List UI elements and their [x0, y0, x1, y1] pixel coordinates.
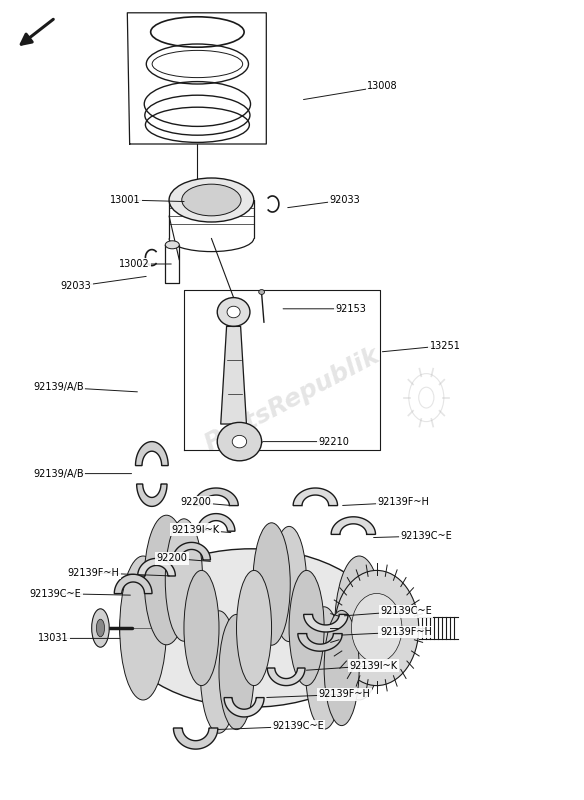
Circle shape [335, 570, 419, 686]
PathPatch shape [267, 668, 305, 686]
Polygon shape [221, 326, 246, 424]
Text: 92139C~E: 92139C~E [380, 606, 432, 616]
Text: 13251: 13251 [430, 341, 460, 350]
Ellipse shape [217, 298, 250, 326]
Ellipse shape [92, 609, 109, 647]
Ellipse shape [217, 422, 262, 461]
Text: 13008: 13008 [367, 82, 398, 91]
Text: 13002: 13002 [119, 259, 150, 269]
PathPatch shape [293, 488, 338, 506]
Ellipse shape [253, 523, 290, 645]
Text: 92139/A/B: 92139/A/B [33, 382, 84, 392]
PathPatch shape [137, 484, 167, 506]
Text: 92139/A/B: 92139/A/B [33, 469, 84, 478]
PathPatch shape [331, 517, 376, 534]
Circle shape [352, 594, 402, 662]
PathPatch shape [173, 542, 210, 560]
Ellipse shape [227, 306, 240, 318]
PathPatch shape [197, 514, 235, 531]
Ellipse shape [182, 184, 241, 216]
Ellipse shape [305, 607, 343, 730]
Ellipse shape [120, 556, 166, 700]
Text: 92033: 92033 [61, 282, 91, 291]
Ellipse shape [232, 435, 246, 448]
Text: 92200: 92200 [180, 498, 211, 507]
Ellipse shape [259, 290, 265, 294]
Ellipse shape [169, 178, 253, 222]
Ellipse shape [324, 610, 359, 726]
Text: 92210: 92210 [319, 437, 349, 446]
Text: 92033: 92033 [329, 195, 360, 205]
PathPatch shape [224, 698, 264, 717]
Ellipse shape [165, 241, 179, 249]
Text: 92139C~E: 92139C~E [401, 531, 452, 541]
Text: PartsRepublik: PartsRepublik [200, 343, 384, 457]
Ellipse shape [184, 570, 219, 686]
Text: 92139C~E: 92139C~E [272, 722, 324, 731]
Text: 92139I~K: 92139I~K [350, 661, 398, 670]
Ellipse shape [272, 526, 307, 642]
Text: 92200: 92200 [157, 554, 187, 563]
Ellipse shape [120, 549, 383, 707]
Ellipse shape [144, 515, 189, 645]
PathPatch shape [194, 488, 238, 506]
Text: 13031: 13031 [39, 634, 69, 643]
Ellipse shape [289, 570, 324, 686]
Text: 13001: 13001 [110, 195, 141, 205]
Text: 92139F~H: 92139F~H [380, 627, 432, 637]
Text: 92139F~H: 92139F~H [68, 568, 119, 578]
Text: 92139F~H: 92139F~H [377, 498, 429, 507]
PathPatch shape [138, 558, 175, 576]
PathPatch shape [298, 634, 342, 651]
Ellipse shape [219, 614, 254, 730]
Ellipse shape [96, 619, 105, 637]
Ellipse shape [165, 518, 203, 641]
Ellipse shape [200, 611, 238, 733]
Text: 92153: 92153 [335, 304, 366, 314]
PathPatch shape [173, 728, 218, 749]
PathPatch shape [114, 574, 152, 594]
Ellipse shape [237, 570, 272, 686]
PathPatch shape [304, 614, 348, 632]
Ellipse shape [335, 556, 384, 700]
Text: 92139I~K: 92139I~K [172, 525, 220, 534]
Text: 92139F~H: 92139F~H [319, 690, 370, 699]
PathPatch shape [135, 442, 168, 466]
Text: 92139C~E: 92139C~E [30, 589, 81, 598]
